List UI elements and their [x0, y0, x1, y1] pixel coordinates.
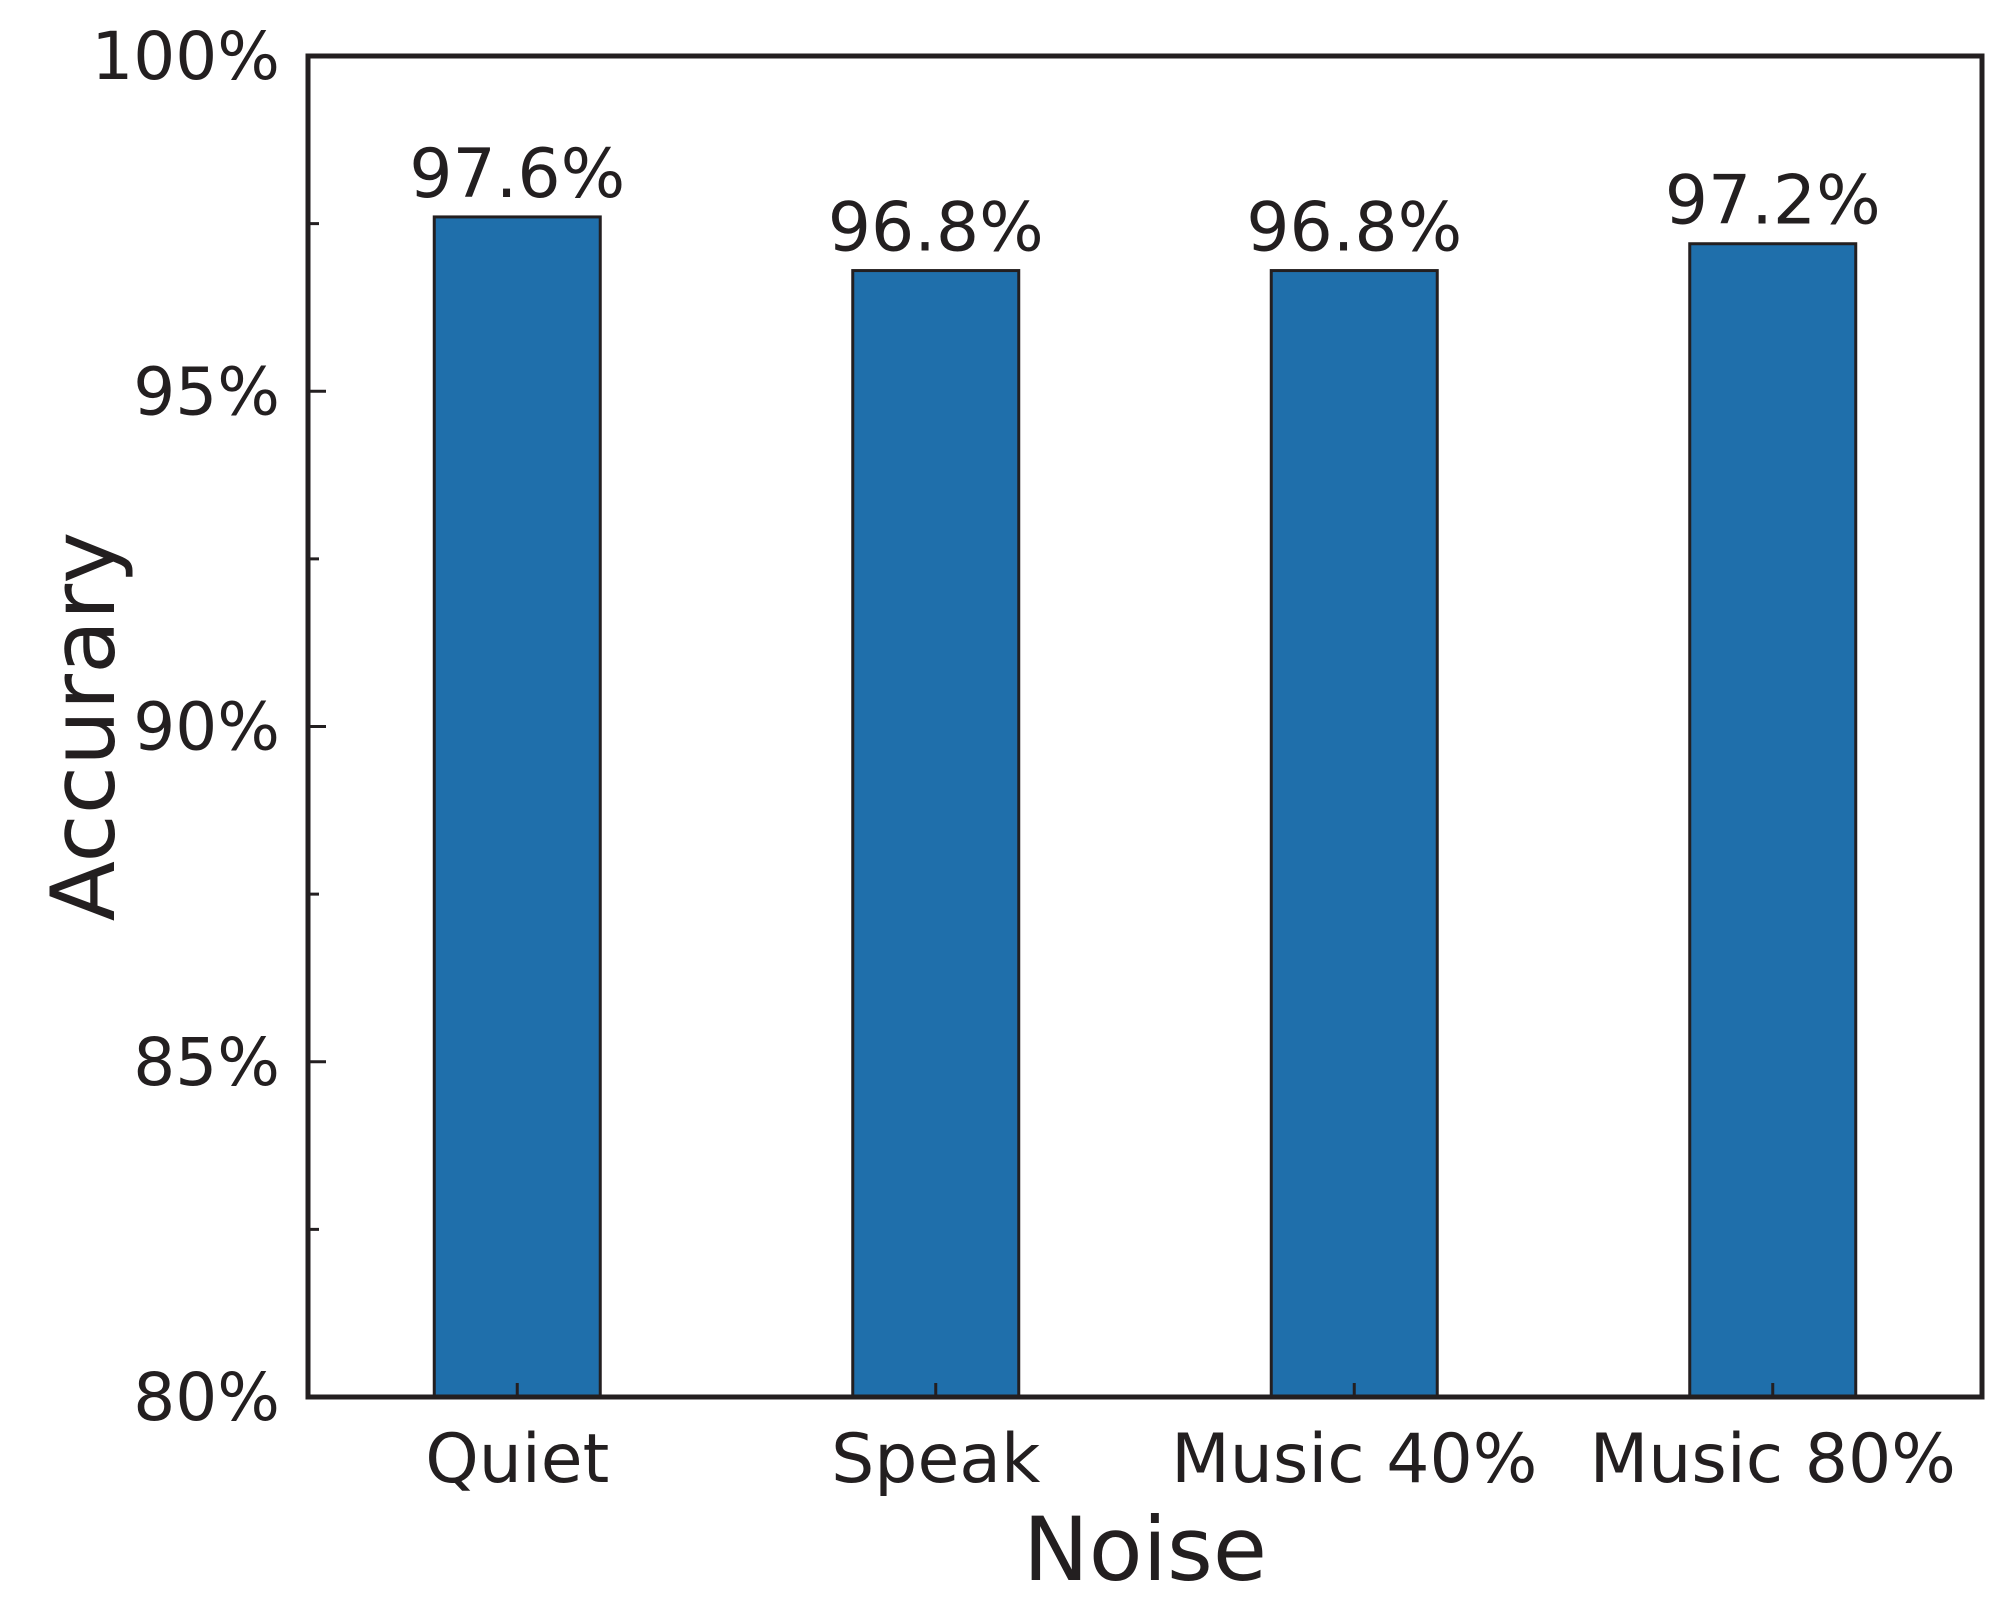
bar-music-80-	[1688, 242, 1858, 1399]
ticks-layer	[308, 54, 1775, 1399]
y-tick-label: 80%	[133, 1359, 280, 1436]
labels-layer: Quiet 97.6% Speak 96.8% Music 40% 96.8% Music …	[91, 18, 1956, 1499]
x-tick-label: Music 80%	[1590, 1420, 1956, 1499]
y-tick-label: 85%	[133, 1024, 280, 1101]
bar-quiet	[432, 215, 602, 1399]
x-tick-label: Music 40%	[1171, 1420, 1537, 1499]
x-axis-title: Noise	[1023, 1498, 1267, 1601]
data-label: 96.8%	[1246, 189, 1462, 268]
bars-layer	[432, 215, 1858, 1399]
y-tick-label: 95%	[133, 353, 280, 430]
bar-speak	[851, 269, 1021, 1399]
y-tick-label: 100%	[91, 18, 280, 95]
y-axis-title: Accurary	[32, 532, 135, 922]
data-label: 96.8%	[828, 189, 1044, 268]
bar-music-40-	[1269, 269, 1439, 1399]
x-tick-label: Quiet	[425, 1420, 609, 1499]
y-tick-label: 90%	[133, 689, 280, 766]
data-label: 97.2%	[1665, 162, 1881, 241]
x-tick-label: Speak	[831, 1420, 1041, 1499]
data-label: 97.6%	[409, 135, 625, 214]
